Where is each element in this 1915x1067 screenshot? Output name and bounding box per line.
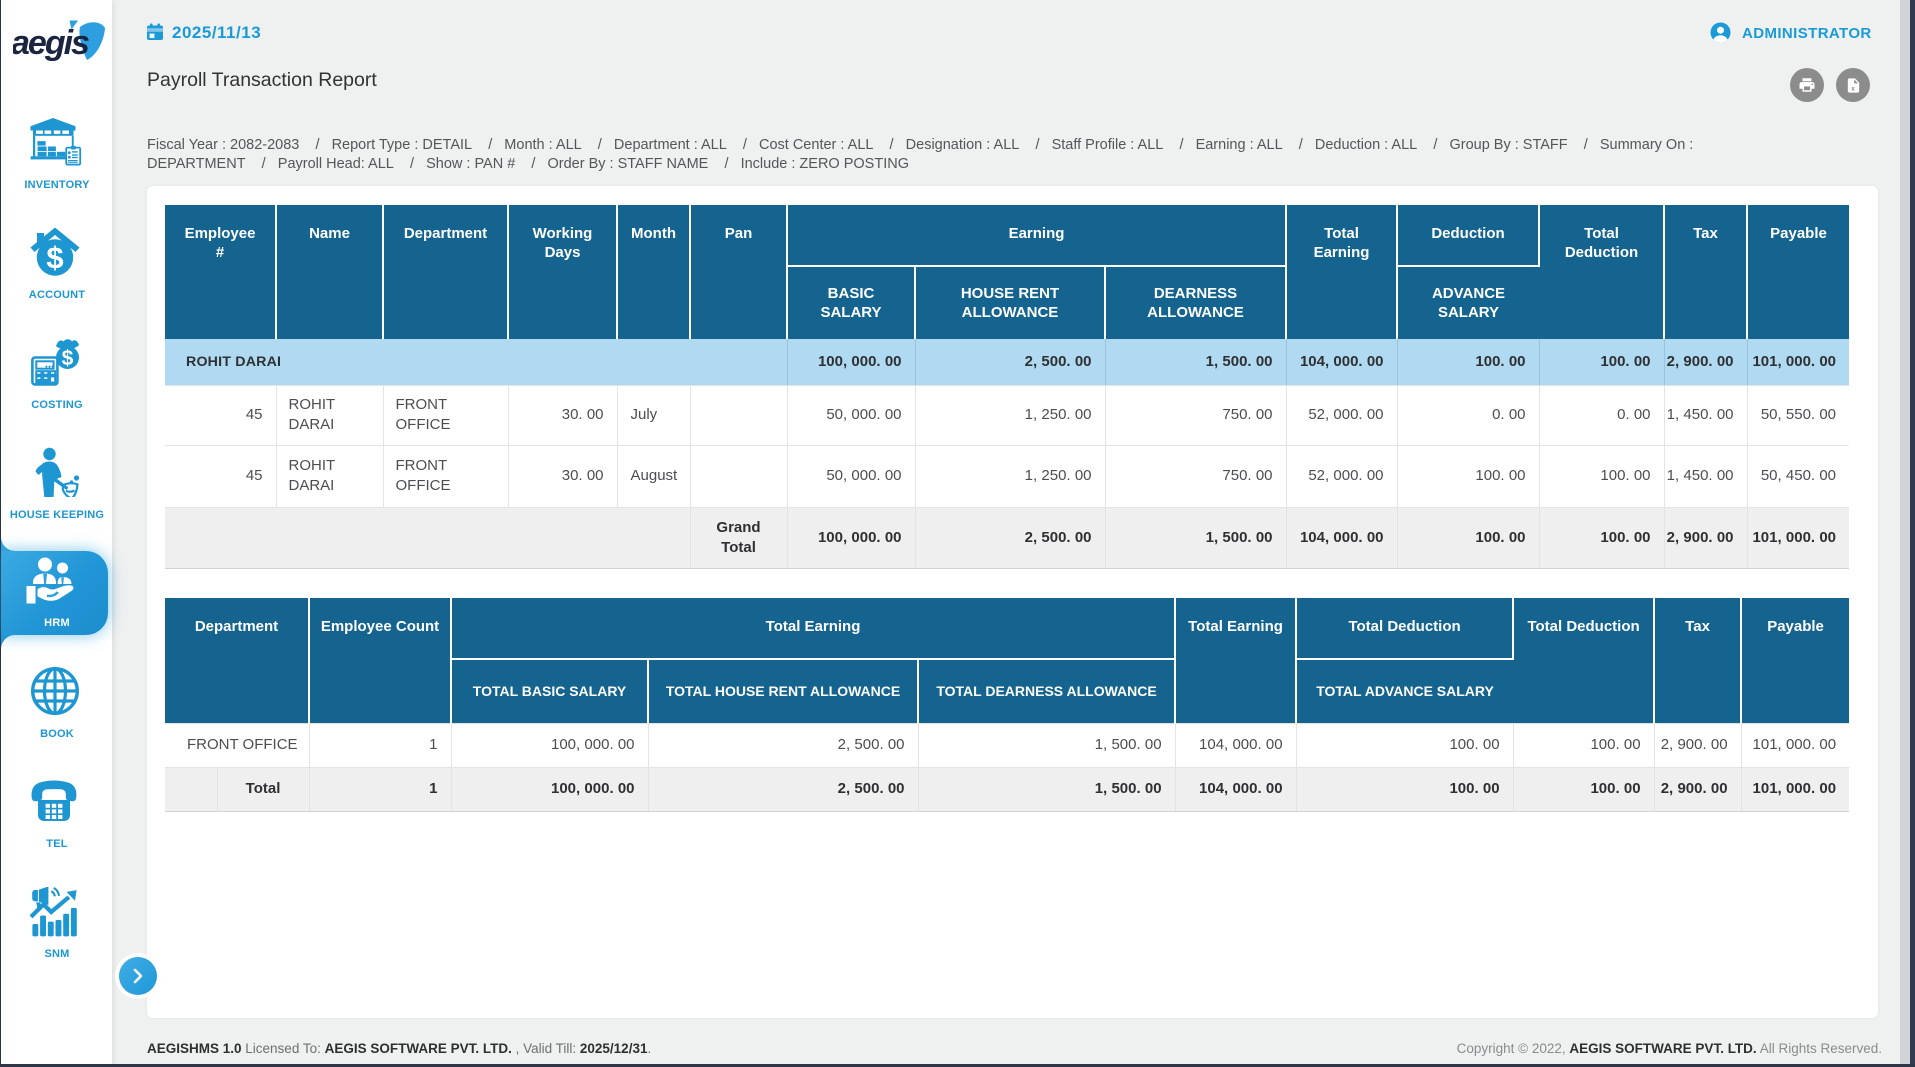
svg-text:x: x (1851, 85, 1855, 92)
svg-text:aegis: aegis (13, 24, 89, 62)
svg-text:$: $ (46, 240, 63, 275)
svg-text:$: $ (62, 347, 74, 370)
